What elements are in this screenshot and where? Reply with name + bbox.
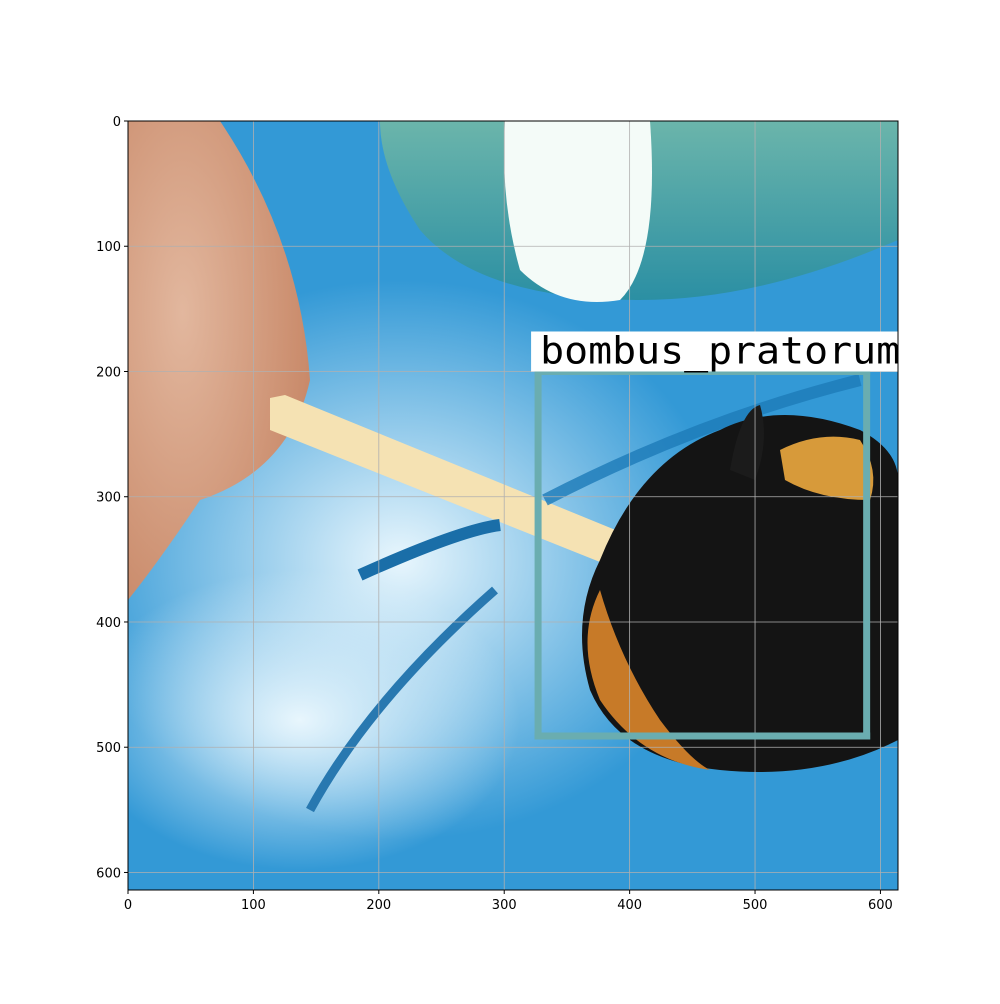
x-tick-label: 400 [617,898,642,913]
y-tick-label: 100 [96,240,121,255]
y-tick-label: 600 [96,866,121,881]
x-tick-label: 500 [743,898,768,913]
y-tick-label: 300 [96,491,121,506]
bounding-box: bombus_pratorum [531,329,900,740]
y-tick-label: 200 [96,365,121,380]
x-tick-label: 0 [124,898,132,913]
x-tick-label: 300 [492,898,517,913]
axes-frame [127,120,899,891]
x-tick-label: 600 [868,898,893,913]
x-tick-label: 200 [366,898,391,913]
box-label: bombus_pratorum [540,329,900,373]
x-tick-label: 100 [241,898,266,913]
y-tick-label: 400 [96,616,121,631]
label-background [531,331,898,372]
annotation: bombus_pratorum [531,329,900,740]
ticks: 0 100 200 300 400 500 600 0 100 200 300 400 500 600 [96,115,893,913]
photo [128,121,898,890]
y-tick-label: 500 [96,741,121,756]
y-tick-label: 0 [113,115,121,130]
